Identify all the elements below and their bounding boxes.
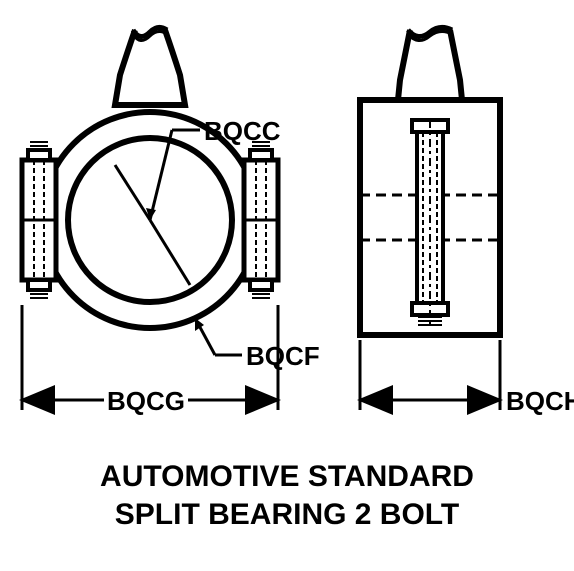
side-view	[360, 27, 500, 410]
title-line-1: AUTOMOTIVE STANDARD	[0, 460, 574, 494]
label-bqch: BQCH	[506, 386, 574, 417]
label-bqcg: BQCG	[104, 386, 188, 417]
diagram-container: BQCC BQCF BQCG BQCH AUTOMOTIVE STANDARD …	[0, 0, 574, 571]
title-line-2: SPLIT BEARING 2 BOLT	[0, 498, 574, 532]
label-bqcc: BQCC	[204, 116, 281, 147]
label-bqcf: BQCF	[246, 341, 320, 372]
front-view	[22, 27, 278, 410]
